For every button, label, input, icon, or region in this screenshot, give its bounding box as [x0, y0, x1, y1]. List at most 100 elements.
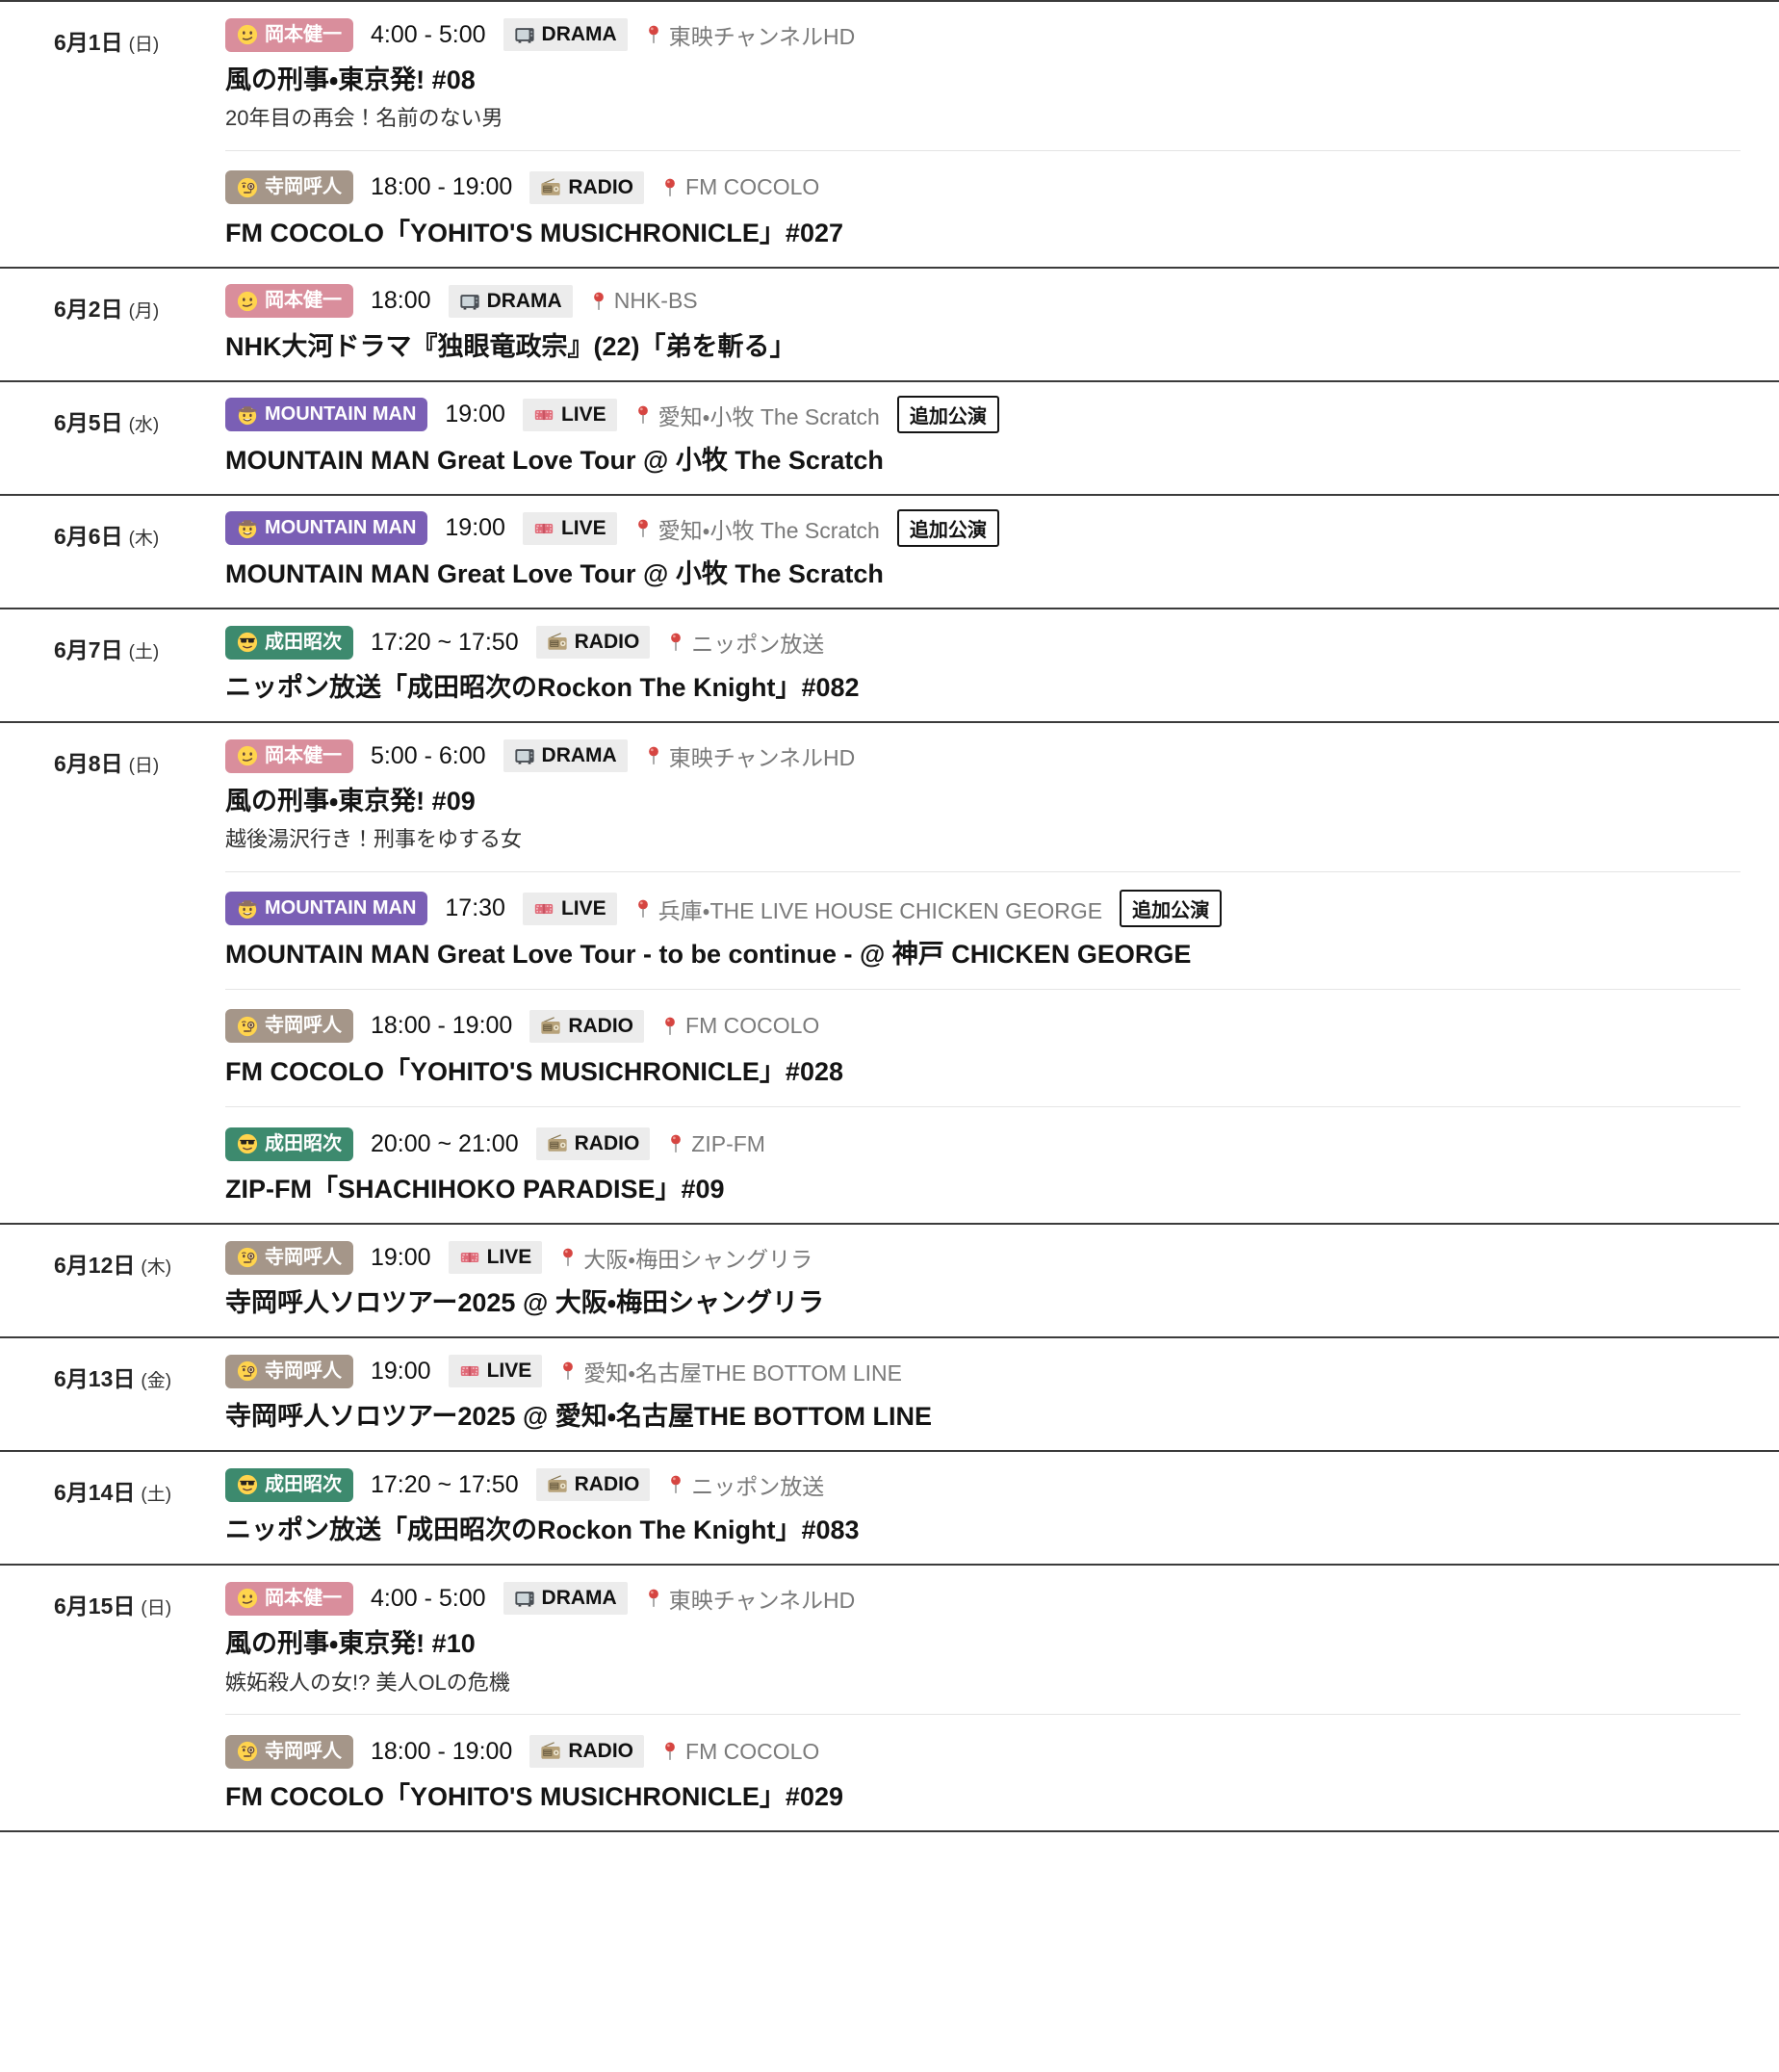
event-row[interactable]: 寺岡呼人 18:00 - 19:00 RADIO FM COCOLO	[225, 1730, 1740, 1816]
cowboy-hat-face-icon	[237, 404, 258, 426]
event-title: MOUNTAIN MAN Great Love Tour @ 小牧 The Sc…	[225, 445, 884, 475]
event-time: 19:00	[371, 1243, 431, 1271]
event-time: 4:00 - 5:00	[371, 20, 486, 48]
event-time: 5:00 - 6:00	[371, 741, 486, 769]
date-weekday: (日)	[128, 35, 160, 55]
event-location: 愛知・小牧 The Scratch	[634, 512, 880, 545]
event-location: 東映チャンネルHD	[645, 1582, 855, 1615]
date-cell: 6月14日 (土)	[0, 1463, 225, 1549]
category-badge: LIVE	[448, 1241, 543, 1275]
person-name: 成田昭次	[265, 631, 342, 653]
event-row[interactable]: 成田昭次 20:00 ~ 21:00 RADIO ZIP-FM	[225, 1123, 1740, 1208]
ticket-icon	[533, 404, 554, 426]
event-row[interactable]: 成田昭次 17:20 ~ 17:50 RADIO ニッポン放送	[225, 621, 1740, 707]
event-title: ニッポン放送「成田昭次のRockon The Knight」#083	[225, 1515, 860, 1545]
event-row[interactable]: 岡本健一 18:00 DRAMA NHK-BS	[225, 280, 1740, 366]
event-row[interactable]: 寺岡呼人 19:00 LIVE 大阪・梅田シャングリラ	[225, 1236, 1740, 1322]
event-location: 東映チャンネルHD	[645, 739, 855, 772]
event-row[interactable]: 寺岡呼人 19:00 LIVE 愛知・名古屋THE BOTTOM L	[225, 1350, 1740, 1436]
event-meta: 岡本健一 5:00 - 6:00 DRAMA 東映チャンネルHD	[225, 737, 1740, 775]
pin-icon	[667, 1133, 684, 1154]
date-weekday: (金)	[141, 1371, 172, 1392]
event-row[interactable]: 寺岡呼人 18:00 - 19:00 RADIO FM COCOLO	[225, 167, 1740, 252]
date-label: 6月2日	[54, 296, 123, 322]
person-badge: MOUNTAIN MAN	[225, 511, 428, 546]
event-location: ニッポン放送	[667, 1468, 824, 1501]
smirking-face-icon	[237, 1588, 258, 1609]
category-label: RADIO	[574, 631, 640, 654]
event-meta: 寺岡呼人 18:00 - 19:00 RADIO FM COCOLO	[225, 1732, 1740, 1771]
date-group: 6月5日 (水) MOUNTAIN MAN 19:00	[0, 379, 1779, 494]
event-row[interactable]: 寺岡呼人 18:00 - 19:00 RADIO FM COCOLO	[225, 1005, 1740, 1091]
smirking-face-icon	[237, 291, 258, 312]
category-badge: RADIO	[529, 1735, 645, 1769]
event-row[interactable]: MOUNTAIN MAN 19:00 LIVE 愛知・小牧 The	[225, 394, 1740, 479]
date-label: 6月7日	[54, 637, 123, 663]
person-badge: 寺岡呼人	[225, 1354, 353, 1388]
event-row[interactable]: 岡本健一 5:00 - 6:00 DRAMA 東映チャンネルHD	[225, 735, 1740, 856]
event-location-text: 愛知・小牧 The Scratch	[657, 403, 880, 429]
person-name: 成田昭次	[265, 1473, 342, 1495]
category-label: DRAMA	[541, 23, 617, 45]
date-cell: 6月5日 (水)	[0, 394, 225, 479]
event-title: ZIP-FM「SHACHIHOKO PARADISE」#09	[225, 1175, 725, 1204]
date-label: 6月5日	[54, 409, 123, 435]
event-row[interactable]: 岡本健一 4:00 - 5:00 DRAMA 東映チャンネルHD	[225, 13, 1740, 135]
event-subtitle: 20年目の再会！名前のない男	[225, 106, 503, 131]
date-label: 6月8日	[54, 751, 123, 777]
tv-icon	[459, 291, 480, 312]
category-label: LIVE	[560, 516, 606, 539]
person-name: MOUNTAIN MAN	[265, 403, 417, 426]
event-meta: MOUNTAIN MAN 17:30 LIVE 兵庫・THE LIV	[225, 890, 1740, 928]
person-badge: MOUNTAIN MAN	[225, 892, 428, 926]
person-name: 成田昭次	[265, 1132, 342, 1154]
event-title: FM COCOLO「YOHITO'S MUSICHRONICLE」#029	[225, 1782, 843, 1812]
event-location-text: FM COCOLO	[685, 174, 820, 200]
person-badge: 岡本健一	[225, 284, 353, 319]
date-cell: 6月2日 (月)	[0, 280, 225, 366]
date-cell: 6月1日 (日)	[0, 13, 225, 252]
event-title: 寺岡呼人ソロツアー2025 @ 愛知・名古屋THE BOTTOM LINE	[225, 1402, 932, 1432]
event-row[interactable]: 成田昭次 17:20 ~ 17:50 RADIO ニッポン放送	[225, 1463, 1740, 1549]
event-location-text: 愛知・名古屋THE BOTTOM LINE	[583, 1360, 902, 1386]
event-location-text: 大阪・梅田シャングリラ	[583, 1247, 813, 1273]
event-row[interactable]: 岡本健一 4:00 - 5:00 DRAMA 東映チャンネルHD	[225, 1577, 1740, 1698]
event-list: 成田昭次 17:20 ~ 17:50 RADIO ニッポン放送	[225, 1463, 1779, 1549]
event-meta: MOUNTAIN MAN 19:00 LIVE 愛知・小牧 The	[225, 396, 1740, 434]
event-title: 風の刑事・東京発! #08	[225, 65, 476, 94]
category-label: RADIO	[568, 1014, 634, 1037]
cowboy-hat-face-icon	[237, 898, 258, 919]
ticket-icon	[459, 1247, 480, 1268]
event-time: 18:00 - 19:00	[371, 1012, 513, 1040]
category-badge: RADIO	[529, 1009, 645, 1043]
ticket-icon	[533, 898, 554, 919]
event-location: 愛知・名古屋THE BOTTOM LINE	[559, 1355, 902, 1387]
pin-icon	[645, 1588, 662, 1609]
event-list: 岡本健一 5:00 - 6:00 DRAMA 東映チャンネルHD	[225, 735, 1779, 1208]
event-location-text: 東映チャンネルHD	[668, 24, 856, 49]
monocle-face-icon	[237, 1741, 258, 1762]
ticket-icon	[459, 1360, 480, 1382]
event-location-text: ニッポン放送	[691, 632, 825, 658]
pin-icon	[559, 1247, 577, 1268]
tv-icon	[514, 24, 535, 45]
event-row[interactable]: MOUNTAIN MAN 19:00 LIVE 愛知・小牧 The	[225, 507, 1740, 593]
pin-icon	[645, 24, 662, 45]
date-cell: 6月7日 (土)	[0, 621, 225, 707]
event-list: 寺岡呼人 19:00 LIVE 大阪・梅田シャングリラ	[225, 1236, 1779, 1322]
event-location-text: FM COCOLO	[685, 1013, 820, 1039]
event-row[interactable]: MOUNTAIN MAN 17:30 LIVE 兵庫・THE LIV	[225, 888, 1740, 973]
category-badge: LIVE	[522, 398, 617, 431]
date-group: 6月13日 (金) 寺岡呼人 19:00	[0, 1336, 1779, 1450]
event-time: 19:00	[371, 1357, 431, 1385]
event-meta: 成田昭次 17:20 ~ 17:50 RADIO ニッポン放送	[225, 1465, 1740, 1504]
event-list: 寺岡呼人 19:00 LIVE 愛知・名古屋THE BOTTOM L	[225, 1350, 1779, 1436]
category-badge: LIVE	[522, 511, 617, 545]
event-location: ニッポン放送	[667, 626, 824, 659]
sunglasses-face-icon	[237, 1474, 258, 1495]
event-meta: 岡本健一 18:00 DRAMA NHK-BS	[225, 282, 1740, 321]
date-label: 6月15日	[54, 1593, 136, 1619]
pin-icon	[661, 177, 679, 198]
date-label: 6月12日	[54, 1253, 136, 1279]
event-list: MOUNTAIN MAN 19:00 LIVE 愛知・小牧 The	[225, 507, 1779, 593]
